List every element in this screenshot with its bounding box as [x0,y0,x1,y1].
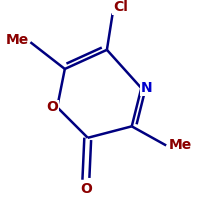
Text: N: N [140,81,151,95]
Text: Cl: Cl [112,0,127,14]
Text: O: O [46,100,58,114]
Text: Me: Me [5,33,29,47]
Text: Me: Me [168,139,191,152]
Text: O: O [80,182,91,196]
